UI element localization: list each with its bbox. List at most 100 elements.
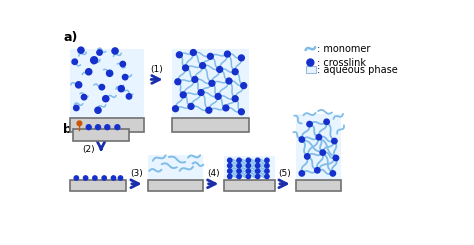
Circle shape	[182, 65, 189, 71]
Circle shape	[82, 95, 87, 100]
Text: : crosslink: : crosslink	[317, 58, 365, 68]
Circle shape	[176, 52, 182, 58]
Circle shape	[228, 174, 232, 179]
Circle shape	[226, 78, 232, 84]
Circle shape	[126, 94, 132, 99]
Circle shape	[72, 59, 77, 64]
Text: (3): (3)	[130, 169, 143, 178]
Text: (2): (2)	[82, 145, 95, 154]
Circle shape	[265, 174, 269, 179]
Circle shape	[330, 171, 336, 176]
Bar	[296, 114, 341, 180]
Circle shape	[237, 169, 241, 173]
Bar	[73, 130, 129, 141]
Bar	[224, 157, 275, 180]
Circle shape	[255, 174, 260, 179]
Circle shape	[209, 80, 215, 86]
Text: (1): (1)	[151, 65, 163, 74]
Text: (4): (4)	[207, 169, 220, 178]
Bar	[147, 180, 203, 191]
Circle shape	[307, 59, 314, 66]
Circle shape	[103, 96, 109, 102]
Circle shape	[73, 105, 79, 111]
Bar	[224, 180, 275, 191]
Circle shape	[112, 48, 118, 54]
Circle shape	[122, 74, 128, 80]
Circle shape	[223, 105, 229, 111]
Circle shape	[232, 69, 238, 75]
Circle shape	[332, 138, 337, 144]
Circle shape	[188, 103, 194, 109]
Circle shape	[198, 90, 204, 96]
Circle shape	[77, 121, 82, 126]
Circle shape	[111, 176, 116, 180]
Circle shape	[97, 50, 102, 55]
Circle shape	[217, 66, 223, 72]
Circle shape	[96, 125, 100, 130]
Circle shape	[78, 47, 84, 53]
Circle shape	[246, 158, 251, 162]
Circle shape	[200, 63, 206, 69]
Circle shape	[304, 154, 310, 159]
Circle shape	[255, 169, 260, 173]
Bar	[70, 118, 144, 132]
Circle shape	[299, 137, 304, 142]
Circle shape	[232, 96, 238, 102]
Bar	[172, 49, 249, 118]
Circle shape	[225, 51, 230, 57]
Circle shape	[316, 135, 321, 140]
Circle shape	[99, 85, 105, 90]
Text: (5): (5)	[278, 169, 291, 178]
Bar	[307, 66, 316, 73]
Text: : monomer: : monomer	[317, 44, 370, 54]
Text: b): b)	[63, 123, 78, 136]
Text: a): a)	[63, 31, 78, 44]
Circle shape	[95, 107, 101, 113]
Circle shape	[120, 61, 126, 67]
Bar	[296, 180, 341, 191]
Circle shape	[191, 49, 196, 55]
Circle shape	[333, 155, 338, 161]
Circle shape	[307, 122, 312, 127]
Circle shape	[228, 163, 232, 168]
Bar	[70, 180, 126, 191]
Circle shape	[91, 57, 98, 64]
Circle shape	[237, 174, 241, 179]
Bar	[172, 118, 249, 132]
Circle shape	[238, 55, 244, 61]
Circle shape	[206, 107, 212, 113]
Circle shape	[246, 169, 251, 173]
Circle shape	[265, 158, 269, 162]
Circle shape	[228, 169, 232, 173]
Bar	[147, 155, 203, 180]
Circle shape	[83, 176, 88, 180]
Text: : aqueous phase: : aqueous phase	[317, 65, 397, 75]
Circle shape	[86, 69, 92, 75]
Circle shape	[246, 163, 251, 168]
Circle shape	[105, 125, 110, 130]
Circle shape	[246, 174, 251, 179]
Circle shape	[74, 176, 79, 180]
Circle shape	[299, 171, 304, 176]
Circle shape	[265, 163, 269, 168]
Circle shape	[93, 176, 97, 180]
Circle shape	[237, 158, 241, 162]
Circle shape	[228, 158, 232, 162]
Circle shape	[315, 168, 320, 173]
Circle shape	[118, 86, 124, 92]
Circle shape	[107, 70, 113, 76]
Circle shape	[192, 76, 198, 82]
Circle shape	[175, 79, 181, 85]
Circle shape	[173, 106, 178, 112]
Circle shape	[320, 150, 326, 155]
Circle shape	[324, 119, 329, 124]
Circle shape	[86, 125, 91, 130]
Circle shape	[118, 176, 123, 180]
Circle shape	[215, 93, 221, 99]
Circle shape	[75, 82, 82, 88]
Circle shape	[265, 169, 269, 173]
Circle shape	[102, 176, 106, 180]
Circle shape	[115, 125, 120, 130]
Circle shape	[241, 83, 246, 88]
Circle shape	[237, 163, 241, 168]
